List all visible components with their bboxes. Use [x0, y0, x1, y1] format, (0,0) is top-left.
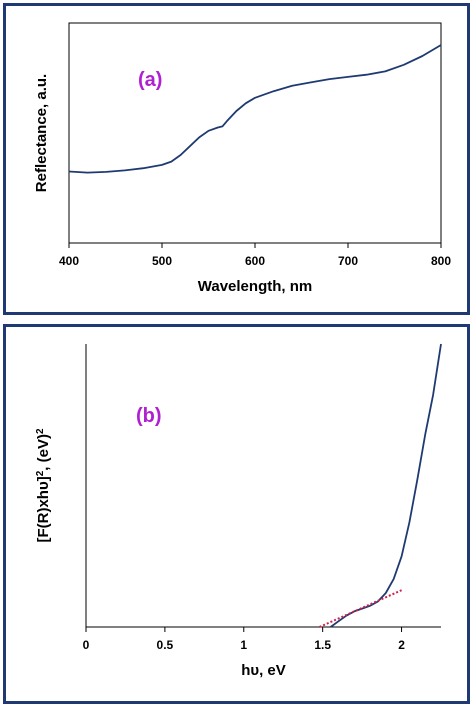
x-axis-title: hυ, eV [241, 662, 286, 679]
linear-fit-line [319, 589, 403, 628]
y-axis-title: [F(R)xhυ]2, (eV)2 [35, 428, 53, 542]
x-tick-label: 800 [431, 254, 451, 268]
x-tick-label: 700 [338, 254, 358, 268]
y-axis-title: Reflectance, a.u. [33, 74, 50, 192]
panel-a: 400 500 600 700 800 (a) Wavelength, nm Reflecta… [3, 3, 470, 315]
plot-frame [68, 22, 442, 244]
panel-b: 0 0.5 1 1.5 2 (b) hυ, eV [F(R)xhυ]2, (eV)2 [3, 324, 470, 704]
panel-label: (b) [136, 405, 162, 427]
x-tick-label: 0 [83, 638, 90, 652]
x-tick-label: 2 [398, 638, 405, 652]
x-axis-title: Wavelength, nm [198, 278, 312, 295]
panel-label: (a) [138, 69, 162, 91]
x-tick-label: 500 [152, 254, 172, 268]
x-tick-label: 400 [59, 254, 79, 268]
x-tick-label: 0.5 [157, 638, 174, 652]
reflectance-chart: 400 500 600 700 800 (a) Wavelength, nm Reflecta… [33, 22, 451, 295]
x-tick-label: 1 [240, 638, 247, 652]
x-tick-label: 600 [245, 254, 265, 268]
x-tick-label: 1.5 [314, 638, 331, 652]
tauc-plot-chart: 0 0.5 1 1.5 2 (b) hυ, eV [F(R)xhυ]2, (eV)2 [35, 343, 442, 679]
series-line [68, 44, 442, 174]
series-line [330, 343, 442, 628]
